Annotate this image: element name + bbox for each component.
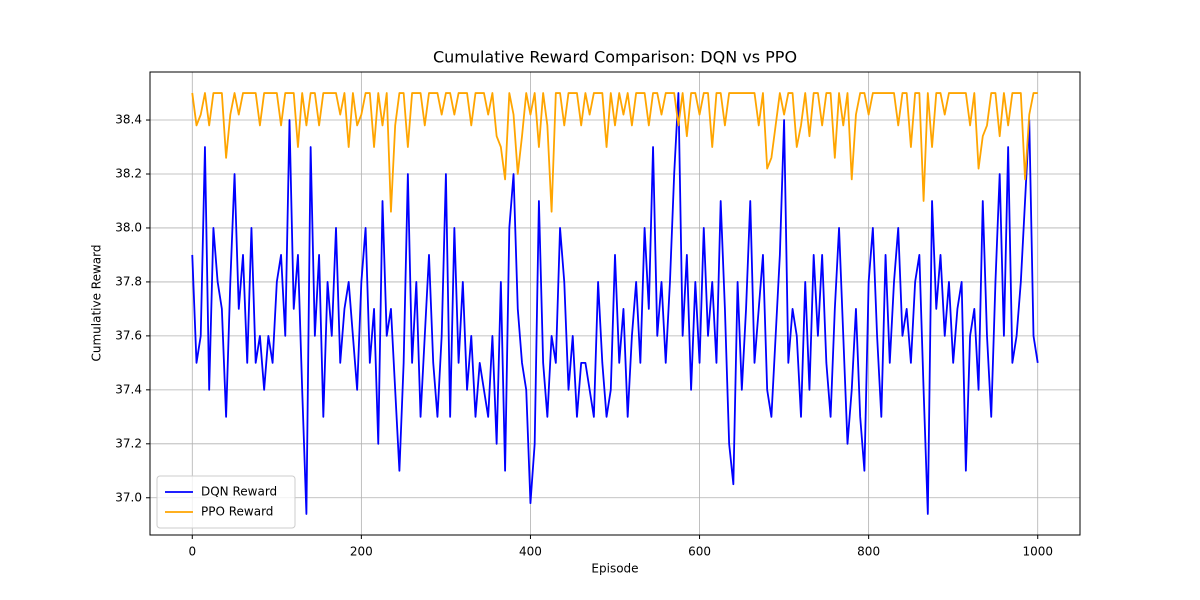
y-axis-label: Cumulative Reward xyxy=(90,245,104,362)
data-line xyxy=(191,92,1039,515)
y-tick-label: 37.2 xyxy=(115,436,142,450)
y-tick-label: 37.6 xyxy=(115,328,142,342)
x-tick-label: 800 xyxy=(857,545,880,559)
y-tick-label: 38.2 xyxy=(115,166,142,180)
chart-title: Cumulative Reward Comparison: DQN vs PPO xyxy=(433,48,797,67)
y-tick-label: 38.4 xyxy=(115,113,142,127)
legend: DQN Reward PPO Reward xyxy=(156,475,296,529)
x-axis-label: Episode xyxy=(591,562,638,576)
x-tick-label: 600 xyxy=(688,545,711,559)
legend-box xyxy=(156,475,296,529)
y-tick-label: 38.0 xyxy=(115,220,142,234)
x-tick-label: 200 xyxy=(350,545,373,559)
x-tick-label: 0 xyxy=(188,545,196,559)
x-tick-label: 1000 xyxy=(1022,545,1053,559)
legend-label: DQN Reward xyxy=(201,485,277,499)
y-tick-label: 37.0 xyxy=(115,490,142,504)
x-tick-label: 400 xyxy=(519,545,542,559)
plot-frame xyxy=(149,71,1081,536)
y-tick-label: 37.8 xyxy=(115,274,142,288)
legend-label: PPO Reward xyxy=(201,505,273,519)
y-tick-label: 37.4 xyxy=(115,382,142,396)
data-line xyxy=(191,92,1038,213)
